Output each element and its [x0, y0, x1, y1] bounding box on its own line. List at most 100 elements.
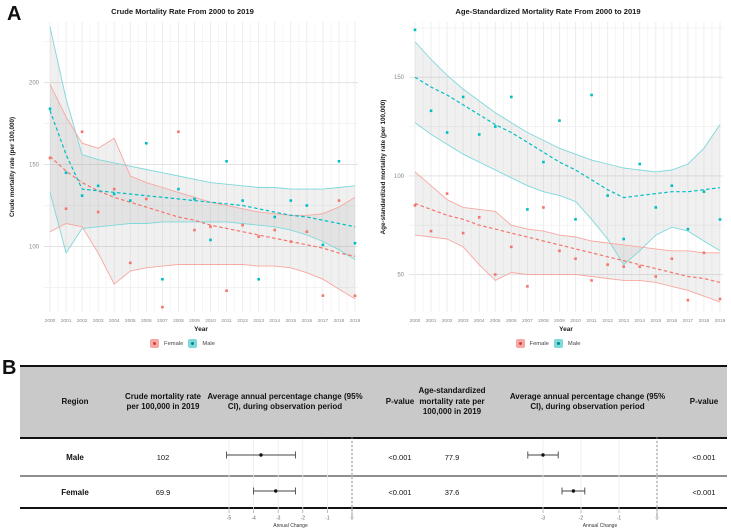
svg-text:2017: 2017 [683, 318, 694, 324]
row-divider [20, 475, 727, 477]
svg-text:-5: -5 [227, 516, 232, 522]
header-asr-rate: Age-standardized mortality rate per 100,… [418, 386, 486, 417]
svg-text:2004: 2004 [109, 318, 120, 324]
age-standardized-mortality-chart: Age-Standardized Mortality Rate From 200… [365, 0, 731, 358]
header-region: Region [61, 396, 89, 406]
header-crude-rate: Crude mortality rate per 100,000 in 2019 [124, 391, 202, 411]
svg-text:2004: 2004 [474, 318, 485, 324]
crude-mortality-chart: Crude Mortality Rate From 2000 to 2019 C… [0, 0, 365, 358]
svg-text:2018: 2018 [699, 318, 710, 324]
svg-text:2013: 2013 [253, 318, 264, 324]
table-row-female: Female 69.9 <0.001 37.6 <0.001 [20, 477, 727, 508]
mortality-summary-table: Region Crude mortality rate per 100,000 … [20, 365, 727, 509]
region-cell: Male [66, 452, 84, 462]
x-axis-label: Year [559, 326, 573, 333]
svg-text:200: 200 [29, 81, 40, 87]
svg-text:2019: 2019 [715, 318, 726, 324]
p-value-cell: <0.001 [388, 452, 412, 462]
svg-text:2018: 2018 [334, 318, 345, 324]
header-p-value-crude: P-value [385, 396, 415, 406]
svg-text:2014: 2014 [269, 318, 280, 324]
svg-text:2012: 2012 [602, 318, 613, 324]
table-row-male: Male 102 <0.001 77.9 <0.001 [20, 439, 727, 475]
svg-text:2002: 2002 [77, 318, 88, 324]
header-crude-apc: Average annual percentage change (95% CI… [207, 391, 363, 411]
svg-text:2002: 2002 [442, 318, 453, 324]
svg-text:-3: -3 [541, 516, 546, 522]
female-legend-key-icon [150, 339, 160, 348]
svg-text:0: 0 [351, 516, 354, 522]
svg-text:-1: -1 [617, 516, 622, 522]
legend-label-male: Male [567, 340, 581, 347]
svg-text:Annual Change: Annual Change [273, 523, 308, 529]
svg-text:2003: 2003 [458, 318, 469, 324]
legend-label-female: Female [529, 340, 549, 347]
svg-text:-3: -3 [276, 516, 281, 522]
panel-a-label: A [7, 3, 22, 25]
svg-text:2012: 2012 [237, 318, 248, 324]
svg-text:100: 100 [29, 244, 40, 250]
svg-text:0: 0 [656, 516, 659, 522]
legend-label-female: Female [164, 340, 184, 347]
legend-label-male: Male [202, 340, 215, 347]
asr-rate-cell: 37.6 [444, 488, 460, 497]
svg-text:2001: 2001 [426, 318, 437, 324]
svg-text:2011: 2011 [586, 318, 597, 324]
panel-b-label: B [2, 357, 17, 379]
svg-text:150: 150 [29, 163, 40, 169]
svg-text:2010: 2010 [205, 318, 216, 324]
svg-text:2000: 2000 [45, 318, 56, 324]
svg-text:2008: 2008 [173, 318, 184, 324]
svg-text:2009: 2009 [189, 318, 200, 324]
p-value-cell: <0.001 [692, 452, 716, 462]
svg-text:2005: 2005 [125, 318, 136, 324]
svg-text:150: 150 [394, 75, 405, 81]
chart-legend: Female Male [365, 339, 731, 348]
svg-text:2010: 2010 [570, 318, 581, 324]
svg-text:2016: 2016 [302, 318, 313, 324]
chart-title: Age-Standardized Mortality Rate From 200… [455, 7, 641, 16]
svg-text:2017: 2017 [318, 318, 329, 324]
svg-text:2007: 2007 [522, 318, 533, 324]
crude-rate-cell: 69.9 [155, 488, 171, 497]
crude-mortality-plot: 100 150 200 2000 2001 2002 2003 2004 2005 2006 200… [29, 22, 361, 324]
p-value-cell: <0.001 [388, 488, 412, 497]
chart-legend: Female Male [0, 339, 365, 348]
table-header-row: Region Crude mortality rate per 100,000 … [20, 367, 727, 439]
svg-text:2015: 2015 [650, 318, 661, 324]
svg-text:2015: 2015 [285, 318, 296, 324]
male-legend-key-icon [553, 339, 563, 348]
age-standardized-plot: 50 100 150 2000 2001 2002 2003 2004 2005 2006 2007… [394, 22, 726, 324]
svg-text:2014: 2014 [634, 318, 645, 324]
svg-text:-2: -2 [301, 516, 306, 522]
svg-text:2000: 2000 [410, 318, 421, 324]
svg-text:2006: 2006 [141, 318, 152, 324]
svg-text:2009: 2009 [554, 318, 565, 324]
svg-text:2011: 2011 [221, 318, 232, 324]
svg-text:Annual Change: Annual Change [583, 523, 618, 529]
svg-text:2013: 2013 [618, 318, 629, 324]
header-p-value-asr: P-value [689, 396, 719, 406]
svg-text:2019: 2019 [350, 318, 361, 324]
x-axis-label: Year [194, 326, 208, 333]
svg-text:50: 50 [397, 273, 404, 279]
svg-text:2007: 2007 [157, 318, 168, 324]
male-legend-key-icon [188, 339, 198, 348]
svg-text:2003: 2003 [93, 318, 104, 324]
panel-b: B Region Crude mortality rate per 100,00… [0, 358, 731, 530]
crude-rate-cell: 102 [156, 452, 170, 462]
chart-title: Crude Mortality Rate From 2000 to 2019 [111, 7, 254, 16]
female-legend-key-icon [515, 339, 525, 348]
header-asr-apc: Average annual percentage change (95% CI… [509, 391, 666, 411]
svg-text:2016: 2016 [667, 318, 678, 324]
svg-text:2006: 2006 [506, 318, 517, 324]
p-value-cell: <0.001 [692, 488, 716, 497]
svg-text:2005: 2005 [490, 318, 501, 324]
asr-rate-cell: 77.9 [444, 452, 460, 462]
region-cell: Female [61, 488, 89, 497]
svg-text:-4: -4 [251, 516, 256, 522]
svg-text:-2: -2 [579, 516, 584, 522]
svg-text:2001: 2001 [61, 318, 72, 324]
svg-text:100: 100 [394, 174, 405, 180]
